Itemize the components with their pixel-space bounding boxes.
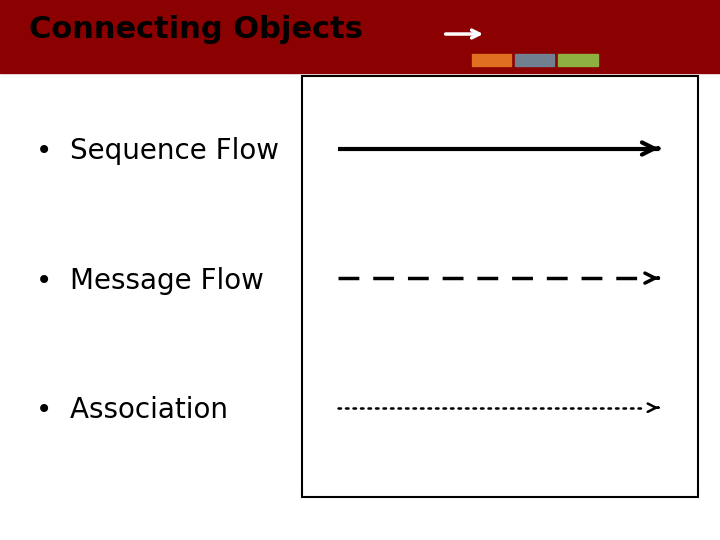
Bar xyxy=(302,76,698,497)
Bar xyxy=(558,54,598,66)
Text: •  Message Flow: • Message Flow xyxy=(36,267,264,295)
Text: Connecting Objects: Connecting Objects xyxy=(29,15,363,44)
Bar xyxy=(472,54,511,66)
Text: •  Sequence Flow: • Sequence Flow xyxy=(36,137,279,165)
Bar xyxy=(515,54,554,66)
Text: •  Association: • Association xyxy=(36,396,228,424)
Bar xyxy=(288,0,720,73)
Bar xyxy=(0,0,288,73)
